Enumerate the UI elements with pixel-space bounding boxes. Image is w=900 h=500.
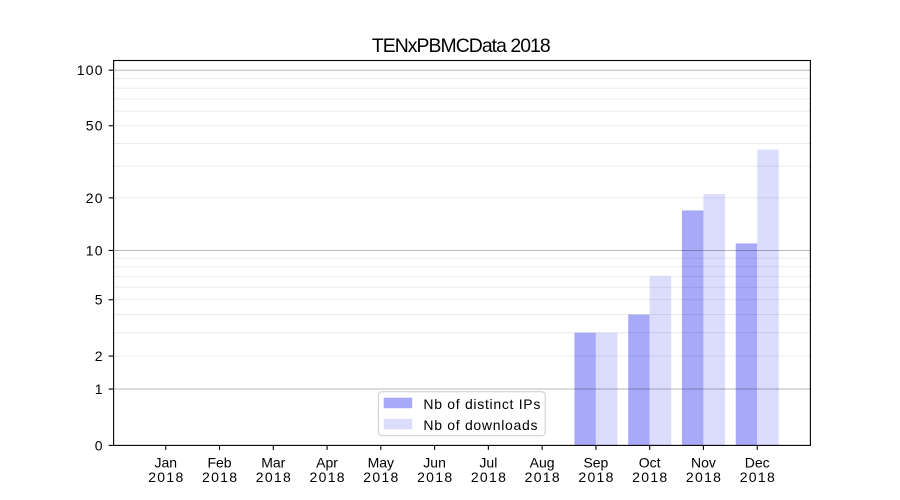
svg-text:2018: 2018 (256, 469, 292, 485)
svg-text:10: 10 (86, 242, 104, 258)
svg-text:50: 50 (86, 118, 104, 134)
svg-text:Oct: Oct (639, 455, 661, 471)
svg-text:100: 100 (77, 62, 104, 78)
svg-text:Apr: Apr (316, 455, 338, 471)
svg-text:2018: 2018 (202, 469, 238, 485)
svg-text:Nb of distinct IPs: Nb of distinct IPs (423, 396, 541, 412)
svg-text:Nov: Nov (691, 455, 716, 471)
svg-text:2018: 2018 (525, 469, 561, 485)
svg-text:May: May (368, 455, 394, 471)
svg-text:2018: 2018 (310, 469, 346, 485)
svg-text:Mar: Mar (261, 455, 285, 471)
svg-text:Jan: Jan (154, 455, 177, 471)
svg-text:2018: 2018 (632, 469, 668, 485)
svg-text:Dec: Dec (745, 455, 770, 471)
svg-text:Jul: Jul (479, 455, 497, 471)
svg-text:Nb of downloads: Nb of downloads (423, 417, 538, 433)
svg-text:Sep: Sep (583, 455, 608, 471)
svg-text:Feb: Feb (207, 455, 231, 471)
svg-text:Aug: Aug (530, 455, 555, 471)
svg-text:1: 1 (95, 381, 104, 397)
svg-text:20: 20 (86, 190, 104, 206)
svg-text:TENxPBMCData 2018: TENxPBMCData 2018 (372, 35, 550, 57)
svg-text:2018: 2018 (740, 469, 776, 485)
svg-text:2018: 2018 (686, 469, 722, 485)
svg-text:5: 5 (95, 292, 104, 308)
svg-text:Jun: Jun (423, 455, 446, 471)
svg-text:2018: 2018 (471, 469, 507, 485)
svg-text:2: 2 (95, 348, 104, 364)
svg-text:2018: 2018 (417, 469, 453, 485)
svg-text:2018: 2018 (578, 469, 614, 485)
svg-text:0: 0 (95, 437, 104, 453)
svg-text:2018: 2018 (363, 469, 399, 485)
svg-text:2018: 2018 (148, 469, 184, 485)
